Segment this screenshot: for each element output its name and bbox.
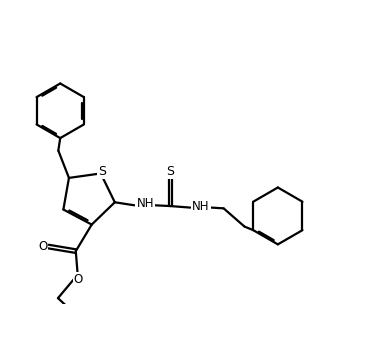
Text: S: S: [98, 165, 106, 177]
Text: O: O: [74, 274, 83, 287]
Text: S: S: [166, 166, 175, 179]
Text: NH: NH: [137, 197, 154, 210]
Text: NH: NH: [192, 200, 210, 213]
Text: O: O: [38, 240, 47, 253]
